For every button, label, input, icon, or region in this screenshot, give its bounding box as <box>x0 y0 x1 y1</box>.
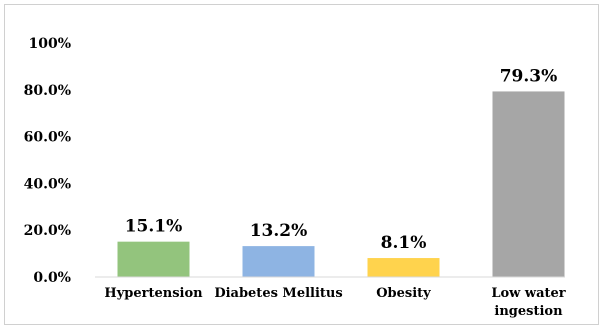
y-tick-label: 60.0% <box>24 130 71 146</box>
y-tick-label: 20.0% <box>24 223 71 239</box>
bars <box>117 91 565 277</box>
category-label: Low water ingestion <box>491 286 565 319</box>
category-label: Diabetes Mellitus <box>214 286 342 301</box>
y-tick-label: 80.0% <box>24 83 71 99</box>
bar-chart: 0.0% 20.0% 40.0% 60.0% 80.0% 100% 15.1% 13.2% 8… <box>24 36 566 319</box>
bar <box>242 246 315 277</box>
y-tick-label: 40.0% <box>24 176 71 192</box>
data-label: 13.2% <box>250 221 308 241</box>
bar <box>117 241 190 277</box>
data-label: 79.3% <box>500 66 558 86</box>
data-label: 8.1% <box>381 233 427 253</box>
category-label: Hypertension <box>104 286 203 301</box>
y-tick-label: 0.0% <box>33 270 71 286</box>
y-axis-ticks: 0.0% 20.0% 40.0% 60.0% 80.0% 100% <box>24 36 71 286</box>
chart-frame: 0.0% 20.0% 40.0% 60.0% 80.0% 100% 15.1% 13.2% 8… <box>4 4 599 325</box>
category-label: Obesity <box>376 286 431 301</box>
bar <box>367 258 440 277</box>
data-label: 15.1% <box>125 217 183 237</box>
y-tick-label: 100% <box>28 36 71 52</box>
category-labels: Hypertension Diabetes Mellitus Obesity Low … <box>104 286 565 319</box>
data-labels: 15.1% 13.2% 8.1% 79.3% <box>125 66 558 253</box>
bar <box>492 91 565 277</box>
